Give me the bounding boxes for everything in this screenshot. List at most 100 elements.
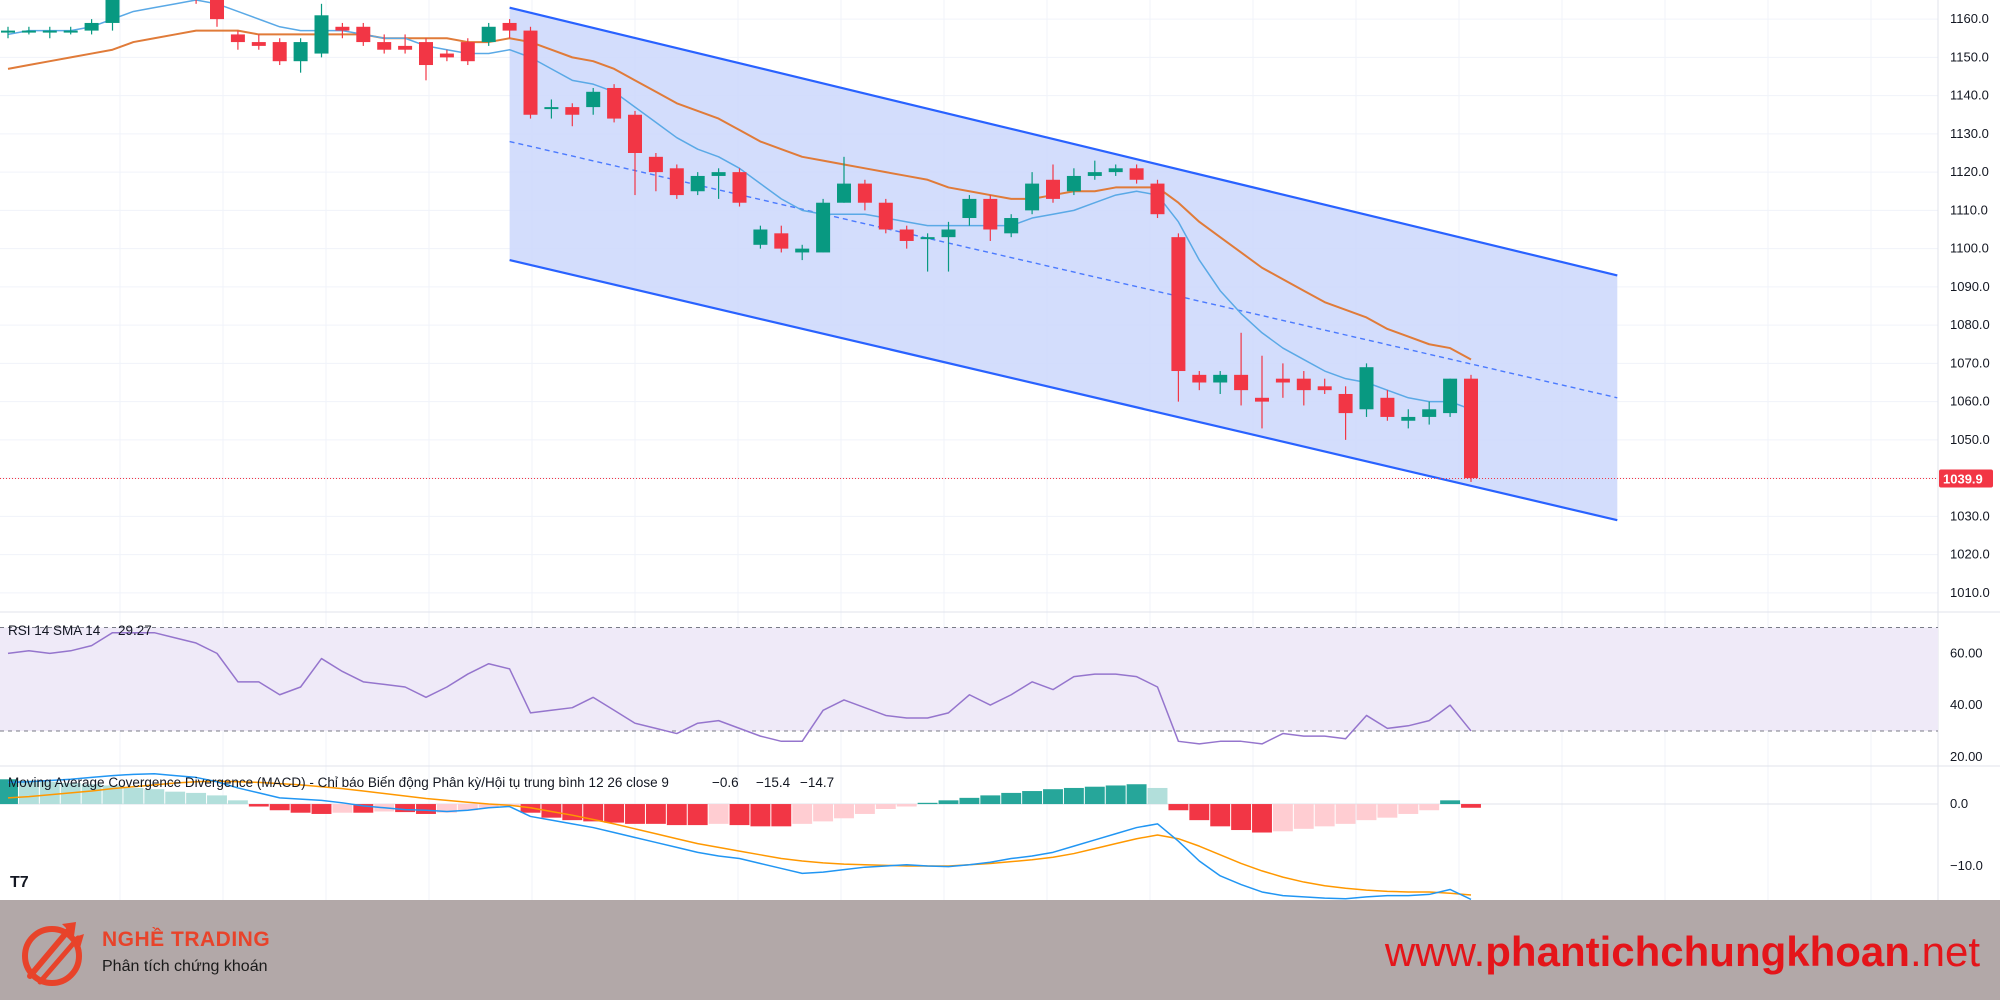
- candle: [1171, 233, 1186, 402]
- candle-body: [753, 229, 768, 245]
- candle: [398, 34, 413, 54]
- chart-area: 1010.01020.01030.01040.01050.01060.01070…: [0, 0, 2000, 900]
- candle-body: [732, 172, 747, 203]
- candle: [42, 26, 57, 39]
- price-tick-label: 1120.0: [1950, 164, 1989, 179]
- rsi-tick-label: 40.00: [1950, 697, 1983, 712]
- brand-text: NGHỀ TRADING Phân tích chứng khoán: [102, 928, 270, 976]
- candle: [1004, 214, 1019, 238]
- price-tick-label: 1140.0: [1950, 88, 1989, 103]
- candle: [1129, 164, 1144, 184]
- candle-body: [1317, 386, 1332, 391]
- macd-histogram-bar: [1063, 787, 1084, 805]
- candle: [314, 3, 329, 58]
- macd-histogram-bar: [854, 804, 875, 814]
- candle-body: [565, 107, 580, 115]
- website-prefix: www.: [1384, 928, 1486, 975]
- candle-body: [669, 168, 684, 196]
- candle-body: [356, 26, 371, 43]
- candle-body: [439, 53, 454, 58]
- candle: [1359, 363, 1374, 417]
- candle: [732, 168, 747, 207]
- macd-histogram-bar: [917, 802, 938, 805]
- rsi-legend-label: RSI 14 SMA 14: [8, 623, 101, 638]
- price-tick-label: 1010.0: [1950, 585, 1990, 600]
- macd-histogram-bar: [1084, 786, 1105, 805]
- macd-histogram-bar: [207, 795, 227, 805]
- candle: [84, 19, 99, 35]
- macd-histogram-bar: [813, 804, 834, 822]
- candle: [857, 179, 872, 211]
- candle-body: [837, 183, 851, 203]
- macd-histogram-bar: [625, 804, 645, 824]
- candle: [711, 168, 726, 199]
- candle: [1192, 371, 1207, 391]
- macd-histogram-bar: [248, 804, 269, 807]
- candle-body: [84, 22, 99, 31]
- macd-histogram-bar: [395, 804, 416, 813]
- candle: [523, 26, 538, 119]
- macd-histogram-bar: [1419, 804, 1440, 811]
- candle-body: [1129, 168, 1144, 180]
- macd-histogram-bar: [1356, 804, 1377, 821]
- macd-histogram-bar: [457, 804, 478, 811]
- candle: [105, 0, 120, 31]
- channel-upper-line: [509, 6, 1618, 277]
- candle-body: [648, 156, 663, 173]
- macd-histogram-bar: [708, 804, 729, 824]
- macd-histogram-bar: [416, 804, 436, 814]
- candle-body: [1150, 183, 1165, 215]
- candle: [586, 87, 601, 115]
- price-tick-label: 1030.0: [1950, 508, 1990, 523]
- candle: [63, 26, 78, 35]
- macd-histogram-bar: [980, 795, 1001, 805]
- candle: [1108, 164, 1123, 176]
- website-link[interactable]: www.phantichchungkhoan.net: [1385, 928, 1980, 976]
- price-tick-label: 1080.0: [1950, 317, 1990, 332]
- macd-histogram-bar: [290, 804, 311, 813]
- website-suffix: .net: [1909, 928, 1980, 975]
- candle: [1464, 374, 1478, 482]
- tradingview-logo-icon[interactable]: T7: [10, 874, 29, 891]
- macd-histogram-bar: [959, 797, 980, 805]
- candle: [648, 153, 663, 192]
- candle: [1, 26, 15, 39]
- candle: [1275, 363, 1290, 398]
- channel-fill: [509, 7, 1618, 521]
- candle-body: [502, 22, 517, 31]
- price-tick-label: 1060.0: [1950, 394, 1990, 409]
- candle-body: [857, 183, 872, 203]
- candle: [272, 38, 287, 66]
- candle: [1087, 160, 1102, 180]
- channel-lower-line: [509, 259, 1618, 522]
- candle: [1066, 168, 1081, 196]
- candle-body: [293, 42, 308, 62]
- candle: [962, 195, 977, 226]
- candle-body: [21, 30, 36, 33]
- macd-histogram-bar: [311, 804, 332, 814]
- macd-histogram-bar: [39, 781, 60, 805]
- rsi-legend-value: 29.27: [118, 623, 152, 638]
- price-tick-label: 1020.0: [1950, 547, 1990, 562]
- macd-histogram-bar: [165, 791, 186, 805]
- candle-body: [272, 42, 287, 62]
- macd-histogram-bar: [1398, 804, 1419, 814]
- candle: [502, 19, 517, 39]
- candle-body: [1275, 378, 1290, 383]
- candle-body: [230, 34, 245, 43]
- candle-body: [335, 26, 350, 31]
- brand: NGHỀ TRADING Phân tích chứng khoán: [14, 912, 270, 992]
- rsi-tick-label: 60.00: [1950, 645, 1983, 660]
- candle-body: [941, 229, 956, 238]
- price-tick-label: 1130.0: [1950, 126, 1989, 141]
- candle-body: [63, 30, 78, 33]
- macd-histogram-bar: [1272, 804, 1293, 832]
- macd-histogram-bar: [562, 804, 583, 821]
- candle: [460, 38, 475, 66]
- candle: [1422, 401, 1437, 425]
- macd-histogram-bar: [604, 804, 625, 823]
- candle-body: [1004, 218, 1019, 234]
- candle: [1317, 378, 1332, 394]
- ma-slow-line: [7, 29, 1472, 361]
- macd-histogram-bar: [1440, 800, 1461, 805]
